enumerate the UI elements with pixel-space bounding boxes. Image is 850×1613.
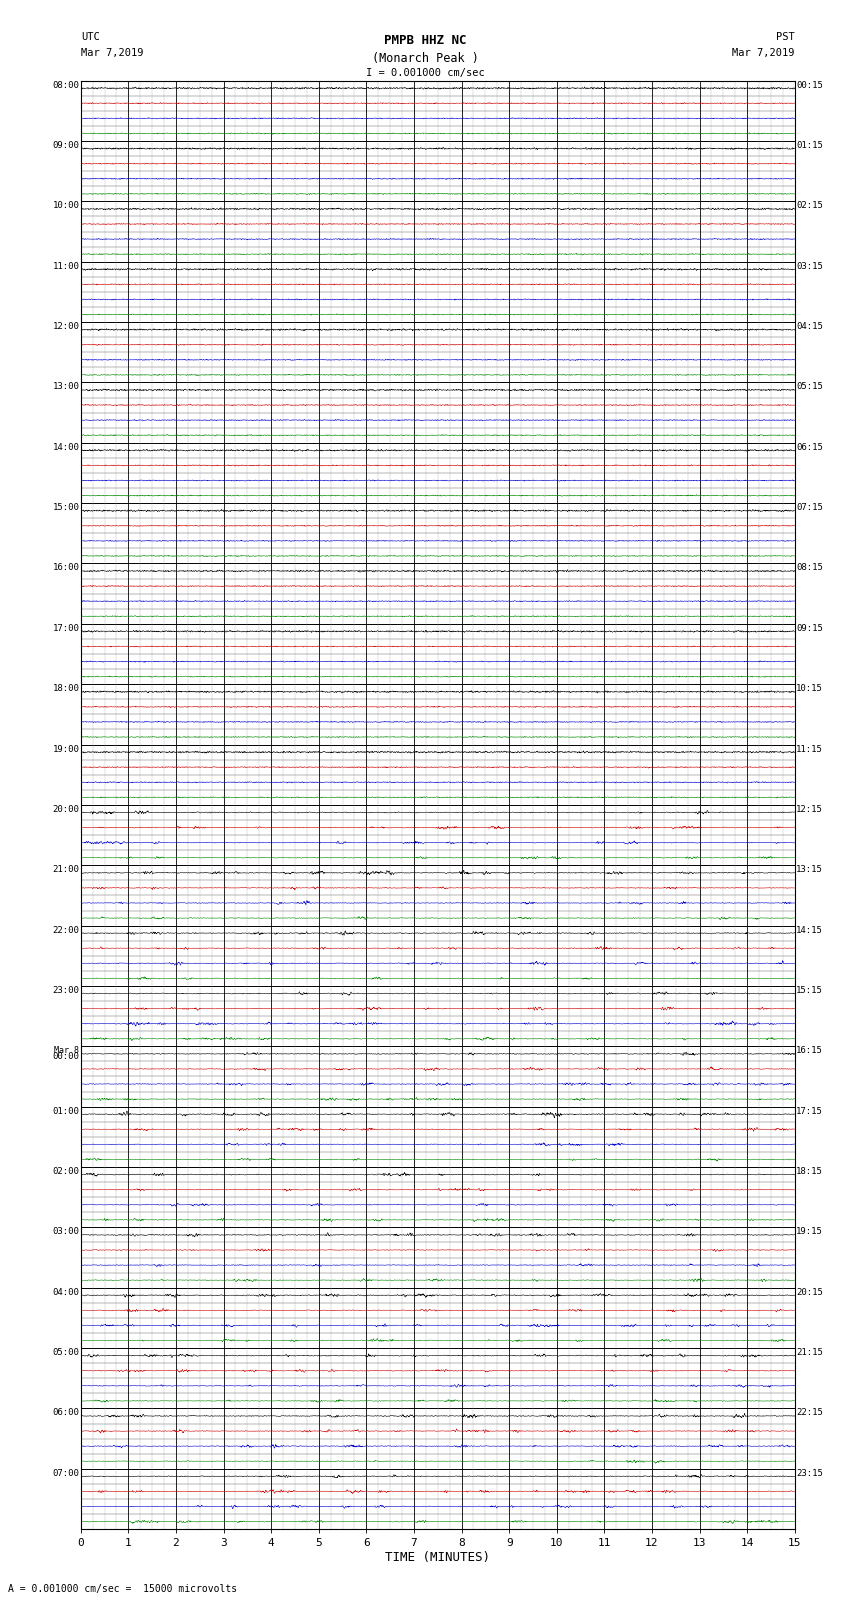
Text: 07:00: 07:00: [53, 1469, 79, 1478]
Text: 01:15: 01:15: [796, 140, 823, 150]
Text: 02:00: 02:00: [53, 1168, 79, 1176]
Text: Mar 7,2019: Mar 7,2019: [81, 48, 144, 58]
Text: 04:00: 04:00: [53, 1287, 79, 1297]
Text: 05:15: 05:15: [796, 382, 823, 392]
Text: (Monarch Peak ): (Monarch Peak ): [371, 52, 479, 65]
Text: UTC: UTC: [81, 32, 99, 42]
Text: 19:00: 19:00: [53, 745, 79, 753]
Text: 13:00: 13:00: [53, 382, 79, 392]
Text: 14:15: 14:15: [796, 926, 823, 934]
Text: I = 0.001000 cm/sec: I = 0.001000 cm/sec: [366, 68, 484, 77]
Text: 00:15: 00:15: [796, 81, 823, 90]
Text: 08:00: 08:00: [53, 81, 79, 90]
Text: PMPB HHZ NC: PMPB HHZ NC: [383, 34, 467, 47]
Text: 04:15: 04:15: [796, 323, 823, 331]
Text: 08:15: 08:15: [796, 563, 823, 573]
Text: 06:15: 06:15: [796, 444, 823, 452]
Text: 14:00: 14:00: [53, 444, 79, 452]
Text: 07:15: 07:15: [796, 503, 823, 511]
Text: 18:15: 18:15: [796, 1168, 823, 1176]
Text: 19:15: 19:15: [796, 1227, 823, 1236]
Text: 09:15: 09:15: [796, 624, 823, 632]
Text: 11:15: 11:15: [796, 745, 823, 753]
Text: 20:00: 20:00: [53, 805, 79, 815]
Text: 15:15: 15:15: [796, 986, 823, 995]
Text: 18:00: 18:00: [53, 684, 79, 694]
Text: 09:00: 09:00: [53, 140, 79, 150]
Text: 21:00: 21:00: [53, 865, 79, 874]
Text: 11:00: 11:00: [53, 261, 79, 271]
Text: 21:15: 21:15: [796, 1348, 823, 1357]
Text: 06:00: 06:00: [53, 1408, 79, 1418]
Text: 01:00: 01:00: [53, 1107, 79, 1116]
Text: 05:00: 05:00: [53, 1348, 79, 1357]
Text: 23:15: 23:15: [796, 1469, 823, 1478]
Text: Mar 7,2019: Mar 7,2019: [732, 48, 795, 58]
Text: 22:15: 22:15: [796, 1408, 823, 1418]
Text: 12:00: 12:00: [53, 323, 79, 331]
Text: 10:00: 10:00: [53, 202, 79, 210]
Text: 13:15: 13:15: [796, 865, 823, 874]
Text: 16:00: 16:00: [53, 563, 79, 573]
Text: 00:00: 00:00: [53, 1052, 79, 1061]
Text: 03:00: 03:00: [53, 1227, 79, 1236]
Text: PST: PST: [776, 32, 795, 42]
Text: 12:15: 12:15: [796, 805, 823, 815]
Text: 17:15: 17:15: [796, 1107, 823, 1116]
Text: 15:00: 15:00: [53, 503, 79, 511]
Text: 20:15: 20:15: [796, 1287, 823, 1297]
Text: Mar 8: Mar 8: [54, 1047, 79, 1055]
Text: 02:15: 02:15: [796, 202, 823, 210]
Text: 03:15: 03:15: [796, 261, 823, 271]
Text: 17:00: 17:00: [53, 624, 79, 632]
Text: 23:00: 23:00: [53, 986, 79, 995]
Text: 10:15: 10:15: [796, 684, 823, 694]
X-axis label: TIME (MINUTES): TIME (MINUTES): [385, 1552, 490, 1565]
Text: 22:00: 22:00: [53, 926, 79, 934]
Text: A = 0.001000 cm/sec =  15000 microvolts: A = 0.001000 cm/sec = 15000 microvolts: [8, 1584, 238, 1594]
Text: 16:15: 16:15: [796, 1047, 823, 1055]
